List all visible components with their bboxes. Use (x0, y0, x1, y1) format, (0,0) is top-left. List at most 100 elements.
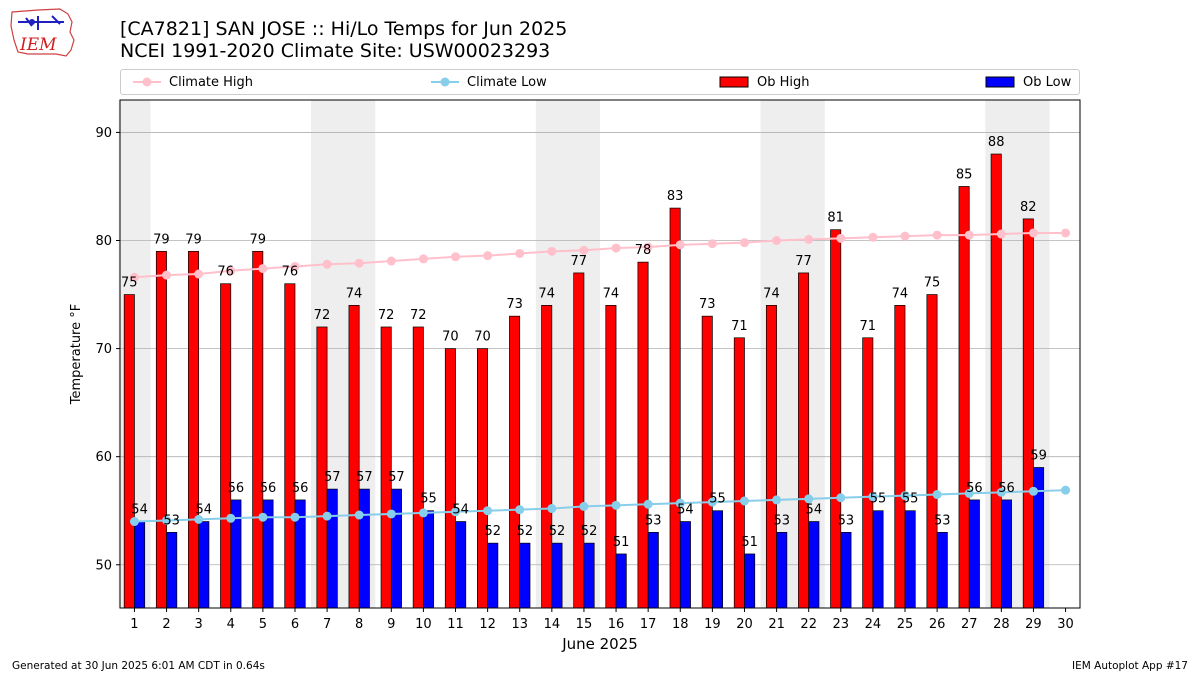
climate-low-point (162, 515, 172, 525)
climate-high-point (451, 252, 461, 262)
x-tick-label: 12 (479, 617, 496, 632)
grid-lines (120, 132, 1080, 566)
climate-high-point (868, 232, 878, 242)
ob-low-label: 53 (838, 513, 855, 528)
x-tick-label: 8 (355, 617, 363, 632)
ob-high-label: 76 (217, 265, 234, 280)
ob-high-bar (573, 272, 585, 609)
ob-high-label: 75 (924, 276, 941, 291)
climate-high-point (290, 261, 300, 271)
ob-low-label: 56 (966, 481, 983, 496)
ob-high-bar (798, 272, 810, 609)
climate-low-point (643, 499, 653, 509)
ob-high-label: 81 (827, 211, 844, 226)
climate-low-point (611, 500, 621, 510)
climate-low-point (579, 501, 589, 511)
ob-high-bar (188, 250, 200, 609)
chart-subtitle: NCEI 1991-2020 Climate Site: USW00023293 (120, 40, 551, 62)
climate-high-point (707, 239, 717, 249)
climate-high-point (739, 238, 749, 248)
climate-low-point (386, 509, 396, 519)
ob-high-label: 77 (795, 254, 812, 269)
climate-low-point (515, 505, 525, 515)
climate-low-point (290, 512, 300, 522)
ob-high-bar (958, 186, 970, 609)
ob-low-label: 51 (741, 535, 758, 550)
x-tick-label: 14 (544, 617, 561, 632)
x-tick-label: 28 (993, 617, 1010, 632)
y-tick-label: 80 (95, 234, 112, 249)
ob-high-label: 71 (731, 319, 748, 334)
ob-low-bar (679, 521, 691, 609)
ob-low-label: 54 (806, 503, 823, 518)
climate-high-point (579, 245, 589, 255)
ob-high-bar (252, 250, 264, 609)
ob-high-bar (926, 294, 938, 609)
climate-low-point (772, 495, 782, 505)
ob-low-label: 56 (292, 481, 309, 496)
ob-low-label: 53 (645, 513, 662, 528)
climate-high-point (804, 234, 814, 244)
legend-item-climate-high: Climate High (133, 70, 253, 94)
climate-high-point (675, 240, 685, 250)
ob-high-label: 76 (282, 265, 299, 280)
ob-low-label: 54 (677, 503, 694, 518)
climate-low-point (354, 510, 364, 520)
climate-low-point (194, 514, 204, 524)
climate-low-point (226, 513, 236, 523)
ob-high-label: 74 (346, 286, 363, 301)
ob-low-bar (583, 542, 595, 609)
app-credit: IEM Autoplot App #17 (1072, 660, 1188, 672)
ob-high-label: 82 (1020, 200, 1037, 215)
ob-low-label: 53 (163, 513, 180, 528)
x-tick-label: 15 (576, 617, 593, 632)
ob-low-label: 57 (324, 470, 341, 485)
ob-high-bar (509, 315, 521, 609)
climate-low-point (964, 488, 974, 498)
ob-low-label: 56 (998, 481, 1015, 496)
ob-high-label: 88 (988, 135, 1005, 150)
ob-low-label: 52 (581, 524, 598, 539)
bar-value-labels: 75 79 79 76 79 76 72 74 72 72 70 70 73 74 77 74 78 83 73 71… (121, 135, 1047, 550)
plot-frame (119, 99, 1081, 609)
ob-low-bar (712, 510, 723, 609)
ob-low-label: 54 (131, 503, 148, 518)
ob-low-bar (358, 488, 370, 609)
ob-high-bar (1022, 218, 1034, 609)
ob-high-label: 71 (859, 319, 876, 334)
ob-low-bar (134, 521, 146, 609)
legend-item-ob-high: Ob High (719, 70, 810, 94)
climate-low-point (707, 497, 717, 507)
climate-low-point (996, 487, 1006, 497)
ob-high-bar (765, 305, 777, 609)
x-tick-label: 22 (800, 617, 817, 632)
ob-high-label: 72 (378, 308, 395, 323)
ob-high-bar (830, 229, 842, 609)
ob-low-bar (198, 521, 210, 609)
ob-high-bar (894, 305, 906, 609)
climate-low-point (1061, 485, 1071, 495)
climate-high-point (643, 242, 653, 252)
ob-high-bar (316, 326, 328, 609)
bars (123, 153, 1045, 609)
x-tick-label: 25 (897, 617, 914, 632)
iem-logo: IEM (10, 8, 75, 57)
y-tick-label: 90 (95, 126, 112, 141)
ob-high-label: 70 (442, 330, 459, 345)
climate-high-point (483, 251, 493, 261)
ob-low-bar (808, 521, 820, 609)
ob-high-label: 70 (474, 330, 491, 345)
ob-low-label: 55 (420, 492, 437, 507)
x-axis-label: June 2025 (561, 635, 638, 653)
x-tick-label: 3 (195, 617, 203, 632)
ob-low-label: 59 (1030, 448, 1047, 463)
climate-high-point (162, 270, 172, 280)
ob-low-label: 51 (613, 535, 630, 550)
ob-low-bar (647, 531, 659, 609)
x-tick-label: 19 (704, 617, 721, 632)
climate-low-point (1028, 486, 1038, 496)
ob-low-bar (744, 553, 756, 609)
ob-low-bar (936, 531, 948, 609)
climate-high-point (547, 246, 557, 256)
ob-low-bar (423, 510, 435, 609)
